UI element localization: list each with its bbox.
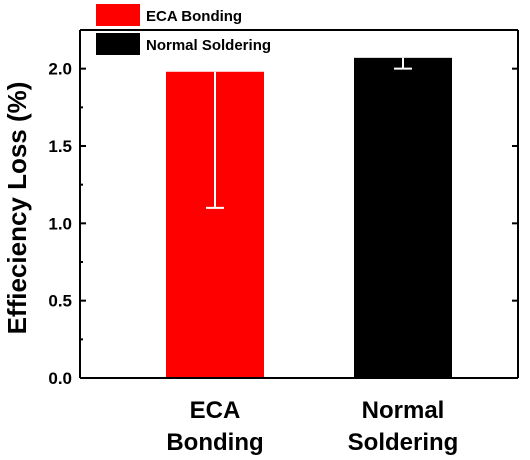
legend-label-1: ECA Bonding — [146, 8, 242, 25]
axes-group — [79, 29, 519, 379]
y-tick-label-4: 2.0 — [48, 60, 72, 79]
y-ticks-group: 0.0 0.5 1.0 1.5 2.0 — [48, 60, 518, 388]
x-category-label-2: Normal Soldering — [348, 397, 459, 456]
bar-2 — [354, 57, 452, 379]
legend-swatch-1 — [96, 4, 140, 26]
legend: ECA Bonding Normal Soldering — [96, 4, 271, 55]
y-axis-label: Effieciency Loss (%) — [2, 82, 32, 335]
y-tick-label-3: 1.5 — [48, 137, 72, 156]
y-tick-label-0: 0.0 — [48, 369, 72, 388]
legend-swatch-2 — [96, 33, 140, 55]
x-category-label-1: ECA Bonding — [166, 397, 263, 456]
x-categories-group: ECA Bonding Normal Soldering — [166, 397, 458, 456]
bars-group — [166, 57, 452, 379]
x-category-line: Soldering — [348, 429, 459, 456]
x-category-line: ECA — [190, 397, 241, 424]
x-category-line: Bonding — [166, 429, 263, 456]
x-category-line: Normal — [362, 397, 445, 424]
y-tick-label-2: 1.0 — [48, 214, 72, 233]
error-bars-group — [206, 57, 412, 209]
y-tick-label-1: 0.5 — [48, 292, 72, 311]
legend-label-2: Normal Soldering — [146, 37, 271, 54]
